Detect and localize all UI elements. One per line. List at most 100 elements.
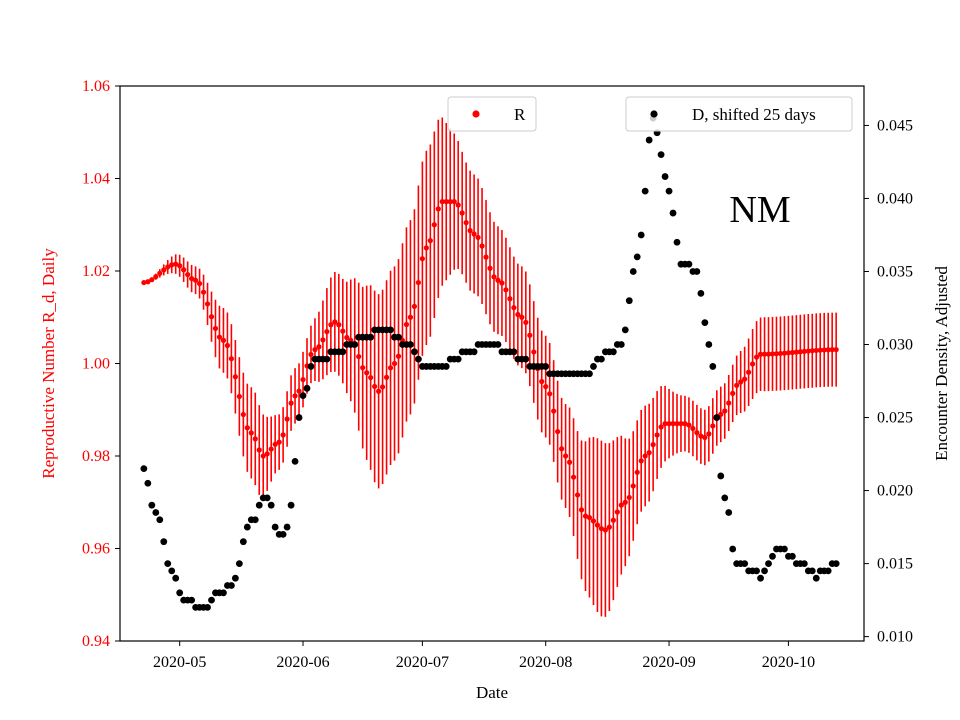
d-point <box>598 355 605 363</box>
d-point <box>832 560 840 567</box>
r-point <box>586 514 593 521</box>
r-point <box>594 522 601 528</box>
x-tick-label: 2020-07 <box>396 654 449 671</box>
legend-r: R <box>447 96 537 132</box>
r-point <box>391 360 398 367</box>
r-point <box>829 347 835 353</box>
r-point <box>570 474 577 480</box>
r-point <box>781 350 788 356</box>
r-point <box>833 347 839 353</box>
r-point <box>364 370 370 376</box>
d-point <box>144 479 152 487</box>
r-point <box>578 507 585 513</box>
r-point <box>475 234 481 241</box>
d-point <box>617 341 625 348</box>
d-point <box>781 545 788 553</box>
d-point <box>697 289 705 297</box>
d-point <box>407 341 414 348</box>
legend-d-marker <box>650 110 658 118</box>
r-point <box>539 378 545 385</box>
x-tick-label: 2020-06 <box>276 654 329 671</box>
d-point <box>788 552 796 560</box>
d-point <box>395 333 402 341</box>
d-point <box>263 494 271 502</box>
y-left-tick-label: 0.94 <box>82 633 110 650</box>
r-point <box>296 388 302 394</box>
r-point <box>722 408 728 414</box>
r-point <box>706 431 712 437</box>
r-point <box>292 393 298 399</box>
r-point <box>328 322 334 328</box>
r-point <box>173 261 179 267</box>
r-point <box>288 400 294 406</box>
r-point <box>459 210 465 216</box>
d-point <box>741 560 749 567</box>
d-point <box>299 392 307 400</box>
y-right-tick-label: 0.045 <box>877 117 913 134</box>
x-tick-label: 2020-10 <box>762 654 815 671</box>
d-point <box>168 567 176 575</box>
d-point <box>295 414 303 421</box>
r-point <box>479 243 485 249</box>
legend-d-label: D, shifted 25 days <box>692 105 816 124</box>
d-point <box>645 136 653 144</box>
r-point <box>236 393 242 400</box>
y-right-tick-label: 0.025 <box>877 410 913 427</box>
y-left-tick-label: 1.06 <box>82 78 110 95</box>
d-point <box>208 596 215 604</box>
r-point <box>666 421 672 427</box>
r-point <box>407 314 414 320</box>
y-right-axis-title: Encounter Density, Adjusted <box>932 266 951 461</box>
r-point <box>212 325 219 332</box>
d-point <box>164 560 172 567</box>
r-point <box>379 384 386 390</box>
r-point <box>248 430 254 436</box>
r-point <box>165 264 171 270</box>
r-point <box>726 400 732 406</box>
d-point <box>140 465 148 473</box>
r-point <box>224 342 231 349</box>
r-point <box>686 422 692 428</box>
d-point <box>152 509 160 516</box>
r-point <box>813 347 819 354</box>
r-point <box>431 222 437 228</box>
r-point <box>515 311 521 318</box>
legend-r-box <box>447 96 537 132</box>
d-point <box>769 552 776 560</box>
d-point <box>454 355 462 363</box>
d-point <box>283 523 291 531</box>
d-point <box>414 355 422 363</box>
r-point <box>157 270 163 276</box>
r-point <box>614 509 620 515</box>
r-point <box>340 328 346 334</box>
r-point <box>730 390 736 396</box>
r-point <box>590 518 597 524</box>
r-point <box>694 430 700 436</box>
d-point <box>657 151 665 159</box>
d-point <box>621 326 629 334</box>
r-point <box>145 279 151 285</box>
r-point <box>181 267 187 273</box>
y-right-tick-label: 0.020 <box>877 483 913 500</box>
r-point <box>746 369 752 375</box>
y-left-axis: 0.94 0.96 0.98 1.00 1.02 1.04 1.06 <box>82 78 120 650</box>
r-point <box>284 416 290 422</box>
r-point <box>419 256 425 262</box>
r-point <box>320 337 326 343</box>
r-point <box>344 334 350 341</box>
r-point <box>563 453 569 459</box>
r-point <box>252 436 258 442</box>
r-point <box>483 254 489 260</box>
r-point <box>268 446 274 452</box>
y-left-axis-title: Reproductive Number R_d, Daily <box>39 248 58 479</box>
d-point <box>470 348 478 356</box>
d-point <box>765 560 772 567</box>
r-point <box>487 265 493 271</box>
r-point <box>710 423 716 429</box>
y-right-tick-label: 0.010 <box>877 629 913 646</box>
r-point <box>531 349 537 355</box>
d-point <box>220 589 227 597</box>
r-point <box>805 348 811 354</box>
r-point <box>618 502 624 508</box>
